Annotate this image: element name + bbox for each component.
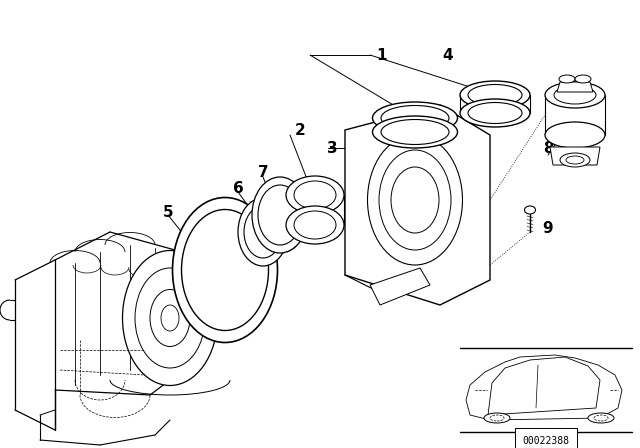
Ellipse shape [182, 210, 269, 331]
Ellipse shape [594, 415, 608, 421]
Text: 1: 1 [377, 47, 387, 63]
Ellipse shape [554, 86, 596, 104]
Ellipse shape [525, 206, 536, 214]
Text: 6: 6 [232, 181, 243, 195]
Text: 9: 9 [543, 220, 554, 236]
Ellipse shape [244, 206, 282, 258]
Ellipse shape [381, 120, 449, 145]
Text: 5: 5 [163, 204, 173, 220]
Ellipse shape [468, 85, 522, 105]
Polygon shape [488, 357, 600, 415]
Text: 2: 2 [294, 122, 305, 138]
Ellipse shape [379, 150, 451, 250]
Ellipse shape [122, 250, 218, 385]
Text: 3: 3 [326, 141, 337, 155]
Ellipse shape [468, 103, 522, 124]
Ellipse shape [294, 211, 336, 239]
Ellipse shape [560, 153, 590, 167]
Polygon shape [557, 82, 593, 92]
Ellipse shape [238, 198, 288, 266]
Ellipse shape [391, 167, 439, 233]
Ellipse shape [575, 75, 591, 83]
Ellipse shape [460, 99, 530, 127]
Ellipse shape [588, 413, 614, 423]
Ellipse shape [252, 177, 308, 253]
Polygon shape [345, 105, 490, 305]
Text: 4: 4 [443, 47, 453, 63]
Ellipse shape [286, 176, 344, 214]
Ellipse shape [367, 135, 463, 265]
Ellipse shape [460, 81, 530, 109]
Ellipse shape [545, 122, 605, 148]
Ellipse shape [286, 206, 344, 244]
Ellipse shape [372, 116, 458, 148]
Ellipse shape [258, 185, 302, 245]
Ellipse shape [559, 75, 575, 83]
Text: 8: 8 [543, 141, 554, 155]
Ellipse shape [372, 102, 458, 134]
Text: 00022388: 00022388 [522, 436, 570, 446]
Ellipse shape [294, 181, 336, 209]
Polygon shape [370, 268, 430, 305]
Ellipse shape [173, 198, 278, 343]
Ellipse shape [484, 413, 510, 423]
Ellipse shape [545, 82, 605, 108]
Text: 7: 7 [258, 164, 268, 180]
Polygon shape [466, 355, 622, 420]
Ellipse shape [381, 105, 449, 130]
Ellipse shape [490, 415, 504, 421]
Polygon shape [550, 147, 600, 165]
Ellipse shape [566, 156, 584, 164]
